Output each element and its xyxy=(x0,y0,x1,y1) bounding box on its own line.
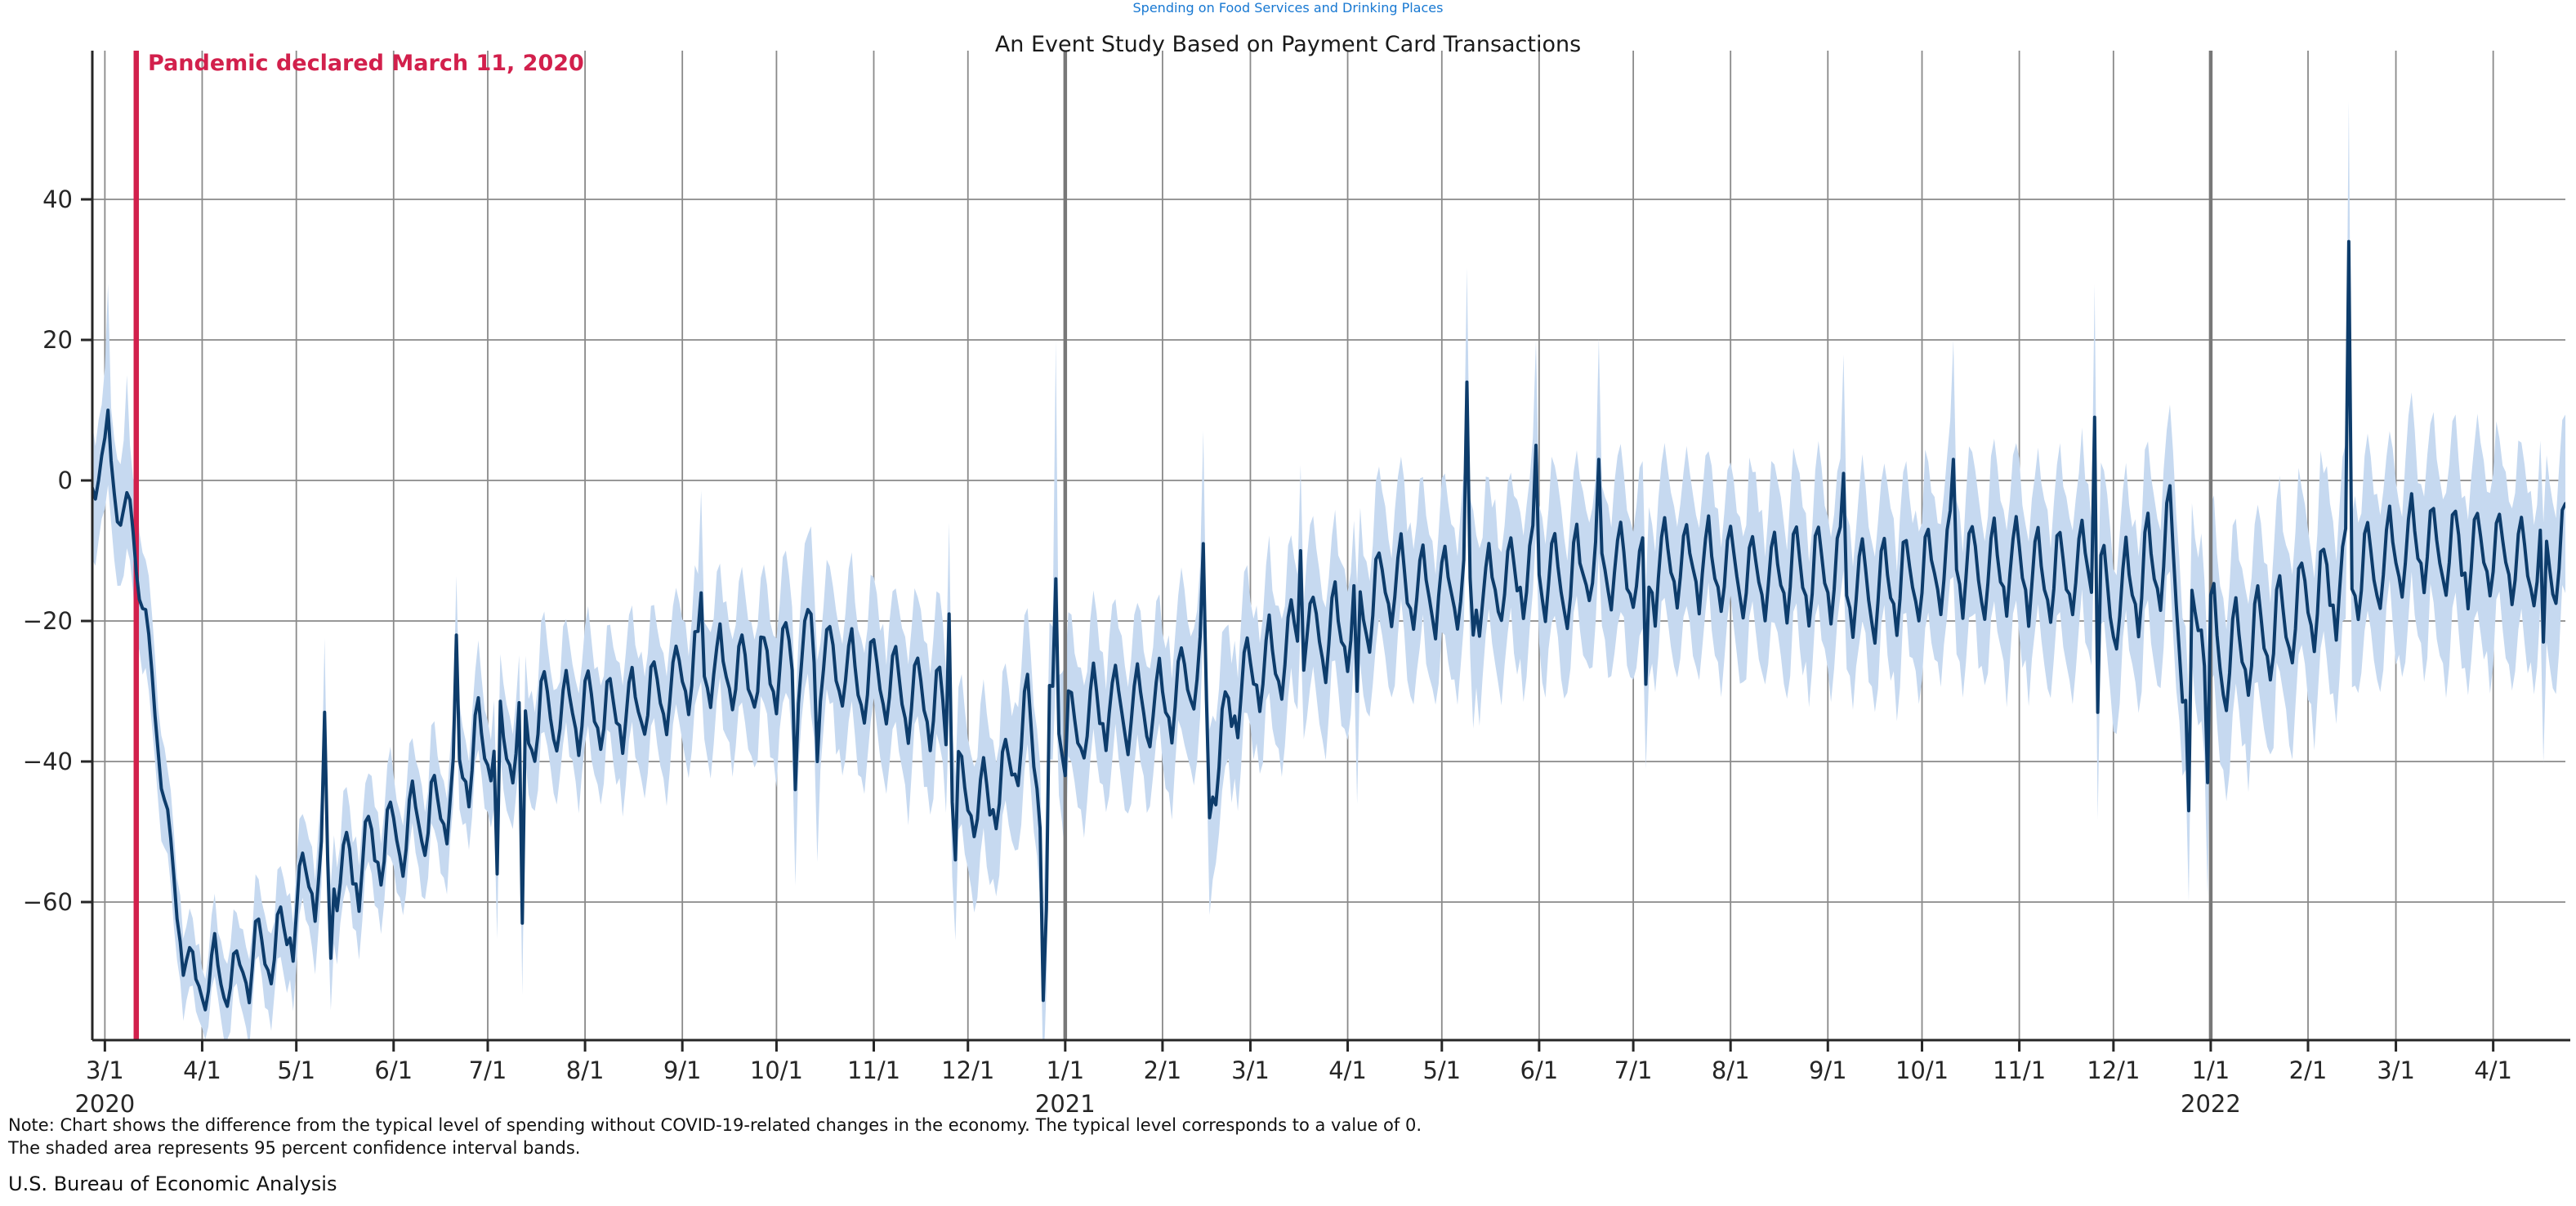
y-tick-label: 20 xyxy=(42,326,73,354)
x-tick-label: 4/1 xyxy=(183,1056,221,1084)
x-tick-label: 10/1 xyxy=(750,1056,803,1084)
x-tick-label: 12/1 xyxy=(2087,1056,2140,1084)
confidence-band xyxy=(92,100,2565,1040)
x-tick-label: 2/1 xyxy=(1144,1056,1182,1084)
tick-labels: 40 20 0 −20 −40 −60 3/1 2020 4/1 5/1 6/1 7/1 8/1 9/1 1… xyxy=(23,185,2512,1118)
axes-spines xyxy=(91,51,2570,1042)
x-tick-label: 4/1 xyxy=(2474,1056,2512,1084)
x-tick-label: 4/1 xyxy=(1328,1056,1367,1084)
pandemic-annotation: Pandemic declared March 11, 2020 xyxy=(148,51,584,76)
note-line-1: Note: Chart shows the difference from th… xyxy=(8,1115,1422,1135)
chart-subtitle: An Event Study Based on Payment Card Tra… xyxy=(994,32,1582,57)
x-tick-label: 11/1 xyxy=(1993,1056,2046,1084)
x-tick-label: 1/1 xyxy=(2192,1056,2230,1084)
x-axis-year-label: 2021 xyxy=(1035,1090,1096,1118)
x-tick-label: 3/1 xyxy=(86,1056,124,1084)
spending-series-line xyxy=(92,239,2565,1012)
y-tick-label: 0 xyxy=(58,467,73,494)
x-tick-label: 6/1 xyxy=(374,1056,413,1084)
x-tick-label: 7/1 xyxy=(469,1056,507,1084)
x-tick-label: 11/1 xyxy=(847,1056,900,1084)
x-axis-year-label: 2022 xyxy=(2181,1090,2241,1118)
x-tick-label: 5/1 xyxy=(1422,1056,1461,1084)
x-tick-label: 8/1 xyxy=(566,1056,605,1084)
y-tick-label: 40 xyxy=(42,185,73,213)
y-tick-label: −40 xyxy=(23,748,73,775)
note-line-2: The shaded area represents 95 percent co… xyxy=(8,1138,581,1158)
x-tick-label: 2/1 xyxy=(2289,1056,2328,1084)
x-tick-label: 12/1 xyxy=(941,1056,994,1084)
x-tick-label: 9/1 xyxy=(663,1056,702,1084)
y-tick-label: −60 xyxy=(23,888,73,916)
x-tick-label: 10/1 xyxy=(1895,1056,1949,1084)
x-axis-year-label: 2020 xyxy=(74,1090,135,1118)
x-tick-label: 1/1 xyxy=(1046,1056,1084,1084)
x-tick-label: 5/1 xyxy=(277,1056,315,1084)
x-tick-label: 9/1 xyxy=(1809,1056,1847,1084)
y-tick-label: −20 xyxy=(23,607,73,635)
chart-title: Spending on Food Services and Drinking P… xyxy=(1132,0,1444,16)
x-tick-label: 8/1 xyxy=(1712,1056,1750,1084)
x-tick-label: 6/1 xyxy=(1520,1056,1559,1084)
x-tick-label: 7/1 xyxy=(1614,1056,1653,1084)
source-attribution: U.S. Bureau of Economic Analysis xyxy=(8,1172,337,1195)
x-tick-label: 3/1 xyxy=(1231,1056,1270,1084)
x-tick-label: 3/1 xyxy=(2377,1056,2415,1084)
